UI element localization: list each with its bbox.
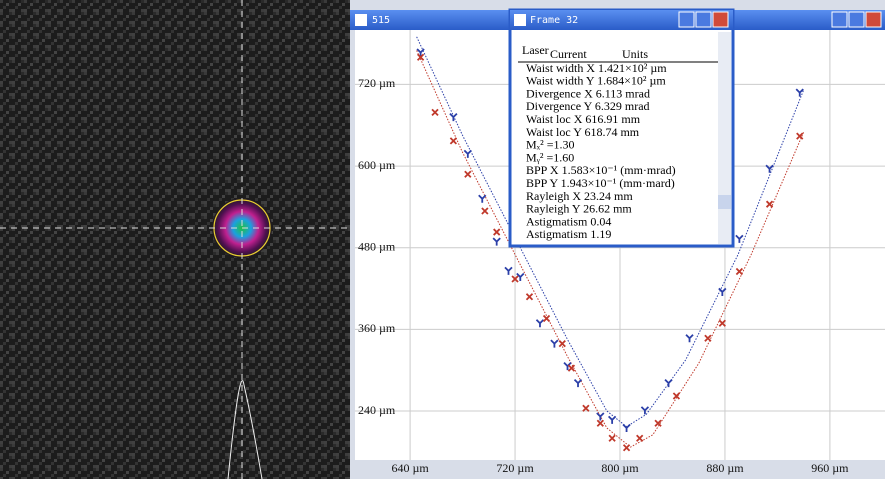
x-tick-label: 720 µm: [496, 461, 534, 475]
beam-image: [0, 0, 350, 479]
popup-buttons[interactable]: [679, 12, 728, 27]
popup-title: Frame 32: [530, 15, 578, 26]
x-tick-label: 880 µm: [706, 461, 744, 475]
y-tick-label: 720 µm: [358, 76, 396, 90]
x-tick-label: 640 µm: [391, 461, 429, 475]
screen: 515 240 µm 360 µm 480 µm 600 µm 720 µm 640 µm…: [0, 0, 885, 479]
x-tick-label: 960 µm: [811, 461, 849, 475]
y-tick-label: 360 µm: [358, 321, 396, 335]
popup-header: Current: [550, 47, 587, 61]
page: 515 240 µm 360 µm 480 µm 600 µm 720 µm 640 µm…: [0, 0, 885, 479]
popup-header: Units: [622, 47, 648, 61]
y-tick-label: 480 µm: [358, 239, 396, 253]
popup-header: Laser: [522, 43, 549, 57]
scroll-thumb[interactable]: [718, 195, 731, 209]
window-title: 515: [372, 15, 390, 26]
scrollbar[interactable]: [718, 32, 731, 244]
popup-row: Astigmatism 1.19: [526, 227, 611, 241]
y-tick-label: 240 µm: [358, 403, 396, 417]
y-tick-label: 600 µm: [358, 158, 396, 172]
window-buttons[interactable]: [832, 12, 881, 27]
window-icon: [355, 14, 367, 26]
x-tick-label: 800 µm: [601, 461, 639, 475]
